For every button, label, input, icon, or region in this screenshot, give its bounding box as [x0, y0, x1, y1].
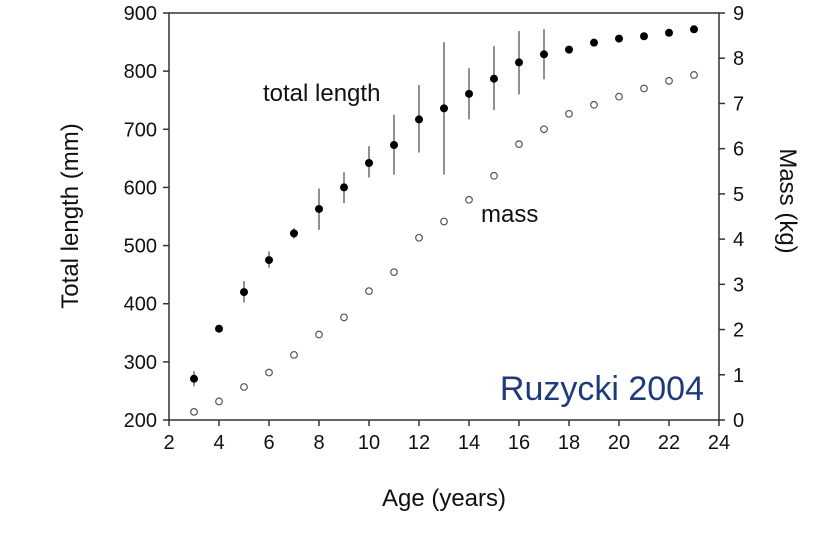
x-tick-label: 20 — [608, 432, 630, 454]
left-y-tick-label: 500 — [124, 236, 157, 258]
total-length-point — [315, 204, 323, 213]
right-y-tick-label: 3 — [733, 274, 744, 296]
left-y-tick-label: 400 — [124, 294, 157, 316]
total-length-point — [215, 324, 223, 333]
mass-point — [265, 368, 273, 377]
total-length-point — [615, 34, 623, 43]
mass-point — [540, 125, 548, 134]
plot-frame — [168, 12, 720, 421]
series-label-total-length: total length — [263, 80, 380, 107]
mass-point — [190, 407, 198, 416]
mass-point — [615, 92, 623, 101]
x-tick-label: 16 — [508, 432, 530, 454]
plot-area-border — [168, 12, 720, 421]
right-y-tick-label: 5 — [733, 184, 744, 206]
total-length-point — [490, 74, 498, 83]
x-tick-label: 10 — [358, 432, 380, 454]
x-tick-label: 12 — [408, 432, 430, 454]
mass-point — [640, 84, 648, 93]
x-tick-label: 6 — [263, 432, 274, 454]
total-length-point — [590, 38, 598, 47]
mass-point — [690, 71, 698, 79]
left-y-tick-label: 200 — [124, 410, 157, 432]
total-length-point — [665, 28, 673, 37]
mass-point — [340, 313, 348, 322]
x-axis-title: Age (years) — [382, 485, 506, 512]
left-y-tick-label: 800 — [124, 61, 157, 83]
mass-point — [515, 140, 523, 149]
total-length-point — [190, 374, 198, 383]
x-tick-label: 22 — [658, 432, 680, 454]
mass-point — [565, 109, 573, 118]
left-y-tick-label: 600 — [124, 177, 157, 199]
total-length-point — [365, 159, 373, 168]
total-length-point — [415, 115, 423, 124]
mass-point — [240, 383, 248, 391]
total-length-point — [540, 50, 548, 59]
x-tick-label: 24 — [708, 432, 730, 454]
left-y-tick-label: 300 — [124, 352, 157, 374]
data-points — [190, 25, 698, 416]
right-y-tick-label: 4 — [733, 229, 744, 251]
right-y-tick-label: 9 — [733, 3, 744, 25]
right-y-tick-label: 0 — [733, 410, 744, 432]
total-length-point — [240, 288, 248, 297]
right-y-tick-label: 2 — [733, 320, 744, 342]
mass-point — [665, 76, 673, 85]
mass-point — [290, 350, 298, 359]
x-tick-label: 14 — [458, 432, 480, 454]
mass-point — [590, 100, 598, 109]
mass-point — [415, 233, 423, 242]
total-length-point — [565, 45, 573, 54]
mass-point — [315, 330, 323, 339]
series-label-mass: mass — [481, 201, 538, 228]
left-y-axis-title: Total length (mm) — [57, 123, 84, 308]
left-y-tick-label: 900 — [124, 3, 157, 25]
right-y-axis-title: Mass (kg) — [774, 148, 801, 253]
source-citation: Ruzycki 2004 — [500, 370, 704, 408]
left-y-tick-label: 700 — [124, 119, 157, 141]
mass-point — [490, 171, 498, 180]
right-y-tick-label: 1 — [733, 365, 744, 387]
mass-point — [365, 287, 373, 296]
right-y-tick-label: 8 — [733, 48, 744, 70]
total-length-point — [515, 58, 523, 67]
total-length-point — [265, 256, 273, 265]
total-length-point — [690, 25, 698, 34]
mass-point — [465, 195, 473, 204]
total-length-point — [440, 104, 448, 113]
total-length-point — [390, 140, 398, 149]
total-length-point — [340, 183, 348, 192]
x-tick-label: 2 — [163, 432, 174, 454]
axis-ticks: 2 4 6 8 10 12 14 16 18 20 22 2420030040050060070080… — [124, 3, 745, 454]
total-length-point — [640, 32, 648, 41]
mass-point — [215, 397, 223, 406]
mass-point — [440, 217, 448, 226]
right-y-tick-label: 7 — [733, 93, 744, 115]
total-length-point — [290, 229, 298, 238]
total-length-point — [465, 89, 473, 98]
x-tick-label: 4 — [213, 432, 224, 454]
x-tick-label: 8 — [313, 432, 324, 454]
x-tick-label: 18 — [558, 432, 580, 454]
right-y-tick-label: 6 — [733, 139, 744, 161]
mass-point — [390, 268, 398, 277]
